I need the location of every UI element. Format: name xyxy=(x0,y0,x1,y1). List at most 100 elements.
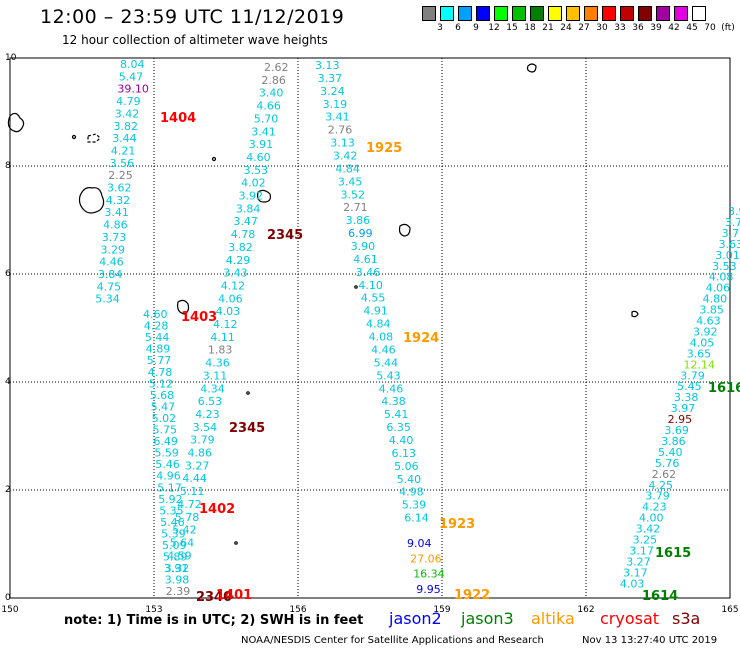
y-tick-label: 6 xyxy=(5,269,11,279)
wave-height-reading: 4.05 xyxy=(690,336,715,349)
pass-time-label: 2340 xyxy=(196,590,232,605)
wave-height-reading: 4.60 xyxy=(246,151,271,164)
wave-height-reading: 5.35 xyxy=(159,504,184,517)
wave-height-reading: 3.79 xyxy=(680,369,705,382)
island-outline xyxy=(398,223,411,237)
pass-time-label: 1402 xyxy=(199,502,235,517)
color-swatch xyxy=(602,6,616,21)
wave-height-reading: 2.71 xyxy=(343,201,368,214)
island-outline xyxy=(87,133,101,143)
wave-height-reading: 6.13 xyxy=(392,447,417,460)
wave-height-reading: 3.82 xyxy=(228,241,253,254)
wave-height-reading: 3.7 xyxy=(722,227,740,240)
legend-item: altika xyxy=(531,609,575,628)
legend-item: cryosat xyxy=(600,609,660,628)
wave-height-reading: 4.40 xyxy=(389,434,414,447)
map-grid: 150 153 156 159 162 165 0 2 4 6 8 10 xyxy=(1,53,738,615)
wave-height-reading: 3.41 xyxy=(251,125,275,138)
island-outline xyxy=(7,112,25,133)
wave-height-reading: 3.56 xyxy=(110,157,135,170)
island-outline xyxy=(78,187,105,214)
island-outline xyxy=(234,541,238,545)
wave-height-reading: 4.80 xyxy=(703,293,728,306)
wave-height-reading: 3.11 xyxy=(203,369,228,382)
wave-height-reading: 4.60 xyxy=(143,308,168,321)
wave-height-reading: 3.52 xyxy=(341,188,366,201)
wave-height-reading: 6.49 xyxy=(153,435,178,448)
island-outlines xyxy=(7,63,639,545)
wave-height-reading: 5.76 xyxy=(655,457,680,470)
x-tick-label: 156 xyxy=(289,605,306,615)
wave-height-reading: 4.21 xyxy=(111,144,135,157)
color-swatch xyxy=(458,6,472,21)
pass-time-label: 2345 xyxy=(267,228,303,243)
island-outline xyxy=(631,310,639,318)
wave-height-reading: 8.04 xyxy=(120,58,145,71)
pass-time-label: 1616 xyxy=(708,381,740,396)
wave-height-reading: 5.47 xyxy=(151,400,176,413)
wave-height-reading: 4.00 xyxy=(639,512,664,525)
color-scale-label: 42 xyxy=(668,23,680,33)
color-scale-label: 15 xyxy=(506,23,518,33)
credit-line: NOAA/NESDIS Center for Satellite Applica… xyxy=(241,635,544,646)
color-scale-label: (ft) xyxy=(721,23,735,33)
wave-height-reading: 3.01 xyxy=(715,249,740,262)
color-scale-label: 6 xyxy=(455,23,461,33)
x-tick-label: 162 xyxy=(577,605,594,615)
wave-height-reading: 3.53 xyxy=(244,164,269,177)
color-swatch xyxy=(440,6,454,21)
wave-height-reading: 3.37 xyxy=(318,72,343,85)
wave-height-reading: 39.10 xyxy=(117,83,148,96)
wave-height-reading: 4.06 xyxy=(218,292,243,305)
color-swatch xyxy=(620,6,634,21)
wave-height-reading: 3.44 xyxy=(112,132,137,145)
wave-height-reading: 2.25 xyxy=(108,169,133,182)
color-scale-label: 27 xyxy=(578,23,590,33)
wave-height-reading: 5.12 xyxy=(149,377,174,390)
wave-height-reading: 4.36 xyxy=(205,357,230,370)
wave-height-reading: 2.39 xyxy=(166,585,191,598)
wave-height-reading: 3.42 xyxy=(115,107,140,120)
wave-height-reading: 3.65 xyxy=(687,347,712,360)
wave-height-reading: 4.91 xyxy=(363,305,388,318)
wave-height-reading: 3.27 xyxy=(185,459,210,472)
wave-height-reading: 5.89 xyxy=(163,551,188,564)
wave-height-reading: 6.35 xyxy=(386,421,411,434)
wave-height-reading: 5.59 xyxy=(154,447,179,460)
wave-height-reading: 3.86 xyxy=(346,214,371,227)
wave-height-reading: 5.39 xyxy=(402,499,427,512)
color-swatch xyxy=(494,6,508,21)
wave-height-reading: 3.92 xyxy=(239,190,264,203)
wave-height-reading: 3.13 xyxy=(330,137,355,150)
wave-height-reading: 4.12 xyxy=(221,279,246,292)
pass-time-label: 1923 xyxy=(439,517,475,532)
wave-height-reading: 3.42 xyxy=(333,150,358,163)
island-outline xyxy=(246,391,250,395)
wave-height-reading: 3.17 xyxy=(629,545,654,558)
wave-height-reading: 5.75 xyxy=(153,424,178,437)
wave-height-reading: 3.19 xyxy=(323,98,348,111)
wave-height-reading: 4.98 xyxy=(399,486,424,499)
wave-height-reading: 4.46 xyxy=(371,344,396,357)
wave-height-reading: 5.64 xyxy=(170,537,195,550)
wave-height-reading: 3.46 xyxy=(356,266,381,279)
wave-height-reading: 3.41 xyxy=(104,206,128,219)
map-frame xyxy=(9,57,731,599)
color-scale-label: 18 xyxy=(524,23,536,33)
x-tick-label: 153 xyxy=(145,605,162,615)
wave-height-reading: 2.62 xyxy=(652,468,677,481)
wave-height-reading: 5.45 xyxy=(677,380,702,393)
wave-height-reading: 9.95 xyxy=(416,583,441,596)
wave-height-reading: 3.42 xyxy=(636,523,661,536)
color-scale-label: 9 xyxy=(473,23,479,33)
wave-height-reading: 4.12 xyxy=(213,318,238,331)
wave-height-reading: 5.92 xyxy=(158,493,183,506)
wave-height-reading: 2.76 xyxy=(328,124,353,137)
wave-height-reading: 4.29 xyxy=(226,254,251,267)
wave-height-reading: 5.40 xyxy=(397,473,422,486)
pass-time-label: 1614 xyxy=(642,589,678,604)
wave-height-reading: 5.47 xyxy=(119,70,144,83)
wave-height-reading: 4.25 xyxy=(649,479,674,492)
y-tick-label: 2 xyxy=(5,485,11,495)
wave-height-reading: 5.34 xyxy=(95,293,120,306)
